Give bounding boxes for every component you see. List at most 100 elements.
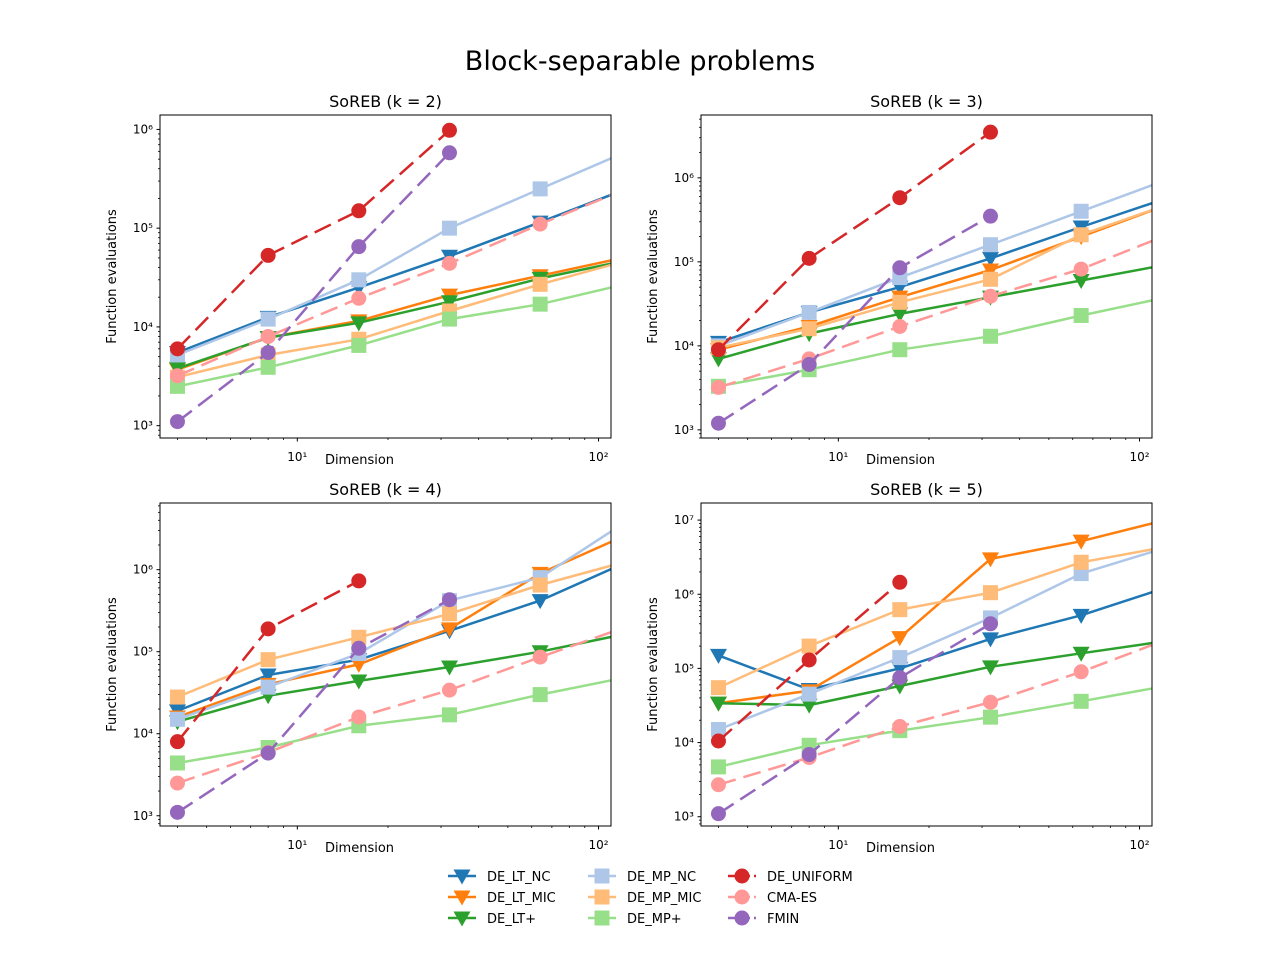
y-tick-label: 10³ xyxy=(674,423,694,437)
data-point-de-mp xyxy=(1164,289,1179,304)
legend-marker xyxy=(734,868,750,884)
chart-panel-4: SoREB (k = 5) Dimension Function evaluatio… xyxy=(646,480,1179,856)
y-tick-label: 10⁴ xyxy=(674,736,694,750)
series-line-de-uniform xyxy=(176,129,451,350)
plot-area xyxy=(709,124,1180,431)
y-tick-label: 10⁵ xyxy=(674,661,694,675)
data-point-de-mp-mic xyxy=(623,553,638,568)
legend-marker xyxy=(594,889,610,905)
data-point-cma-es xyxy=(351,709,367,725)
data-point-de-lt-mic xyxy=(891,631,909,647)
legend-label: FMIN xyxy=(767,912,799,927)
data-point-fmin xyxy=(801,747,817,763)
data-point-de-lt xyxy=(891,307,909,323)
data-point-de-lt xyxy=(350,316,368,332)
data-point-de-mp-nc xyxy=(1164,170,1179,185)
data-point-cma-es xyxy=(1164,630,1179,645)
data-point-de-lt xyxy=(1163,257,1180,272)
data-point-de-lt-nc xyxy=(981,632,999,648)
y-axis-label: Function evaluations xyxy=(105,597,120,732)
legend-entry-de-uniform: DE_UNIFORM xyxy=(728,868,853,885)
series-line-de-lt xyxy=(177,262,611,370)
series-line-cma-es xyxy=(177,193,611,377)
data-point-fmin xyxy=(982,208,998,224)
series-line-de-mp-mic xyxy=(718,208,1152,349)
data-point-de-mp-mic xyxy=(710,680,726,696)
data-point-de-mp-nc xyxy=(801,304,817,320)
legend-entry-cma-es: CMA-ES xyxy=(728,889,817,906)
data-point-de-mp-mic xyxy=(169,689,185,705)
data-point-de-mp xyxy=(441,707,457,723)
data-point-de-lt-mic xyxy=(350,657,368,673)
x-axis-label: Dimension xyxy=(325,453,394,468)
data-point-de-lt xyxy=(440,295,458,311)
data-point-de-mp-mic xyxy=(1164,196,1179,211)
y-axis-label: Function evaluations xyxy=(646,209,661,344)
data-point-cma-es xyxy=(1073,261,1089,277)
axes-frame xyxy=(700,502,1153,827)
data-point-de-mp-mic xyxy=(623,252,638,267)
axes-frame xyxy=(159,114,612,439)
data-point-de-mp-nc xyxy=(351,272,367,288)
data-point-fmin xyxy=(169,414,185,430)
data-point-cma-es xyxy=(623,180,638,195)
data-point-cma-es xyxy=(532,216,548,232)
data-point-de-mp-nc xyxy=(801,686,817,702)
data-point-de-mp-mic xyxy=(1073,227,1089,243)
data-point-de-mp-nc xyxy=(710,722,726,738)
data-point-fmin xyxy=(892,670,908,686)
axes-frame xyxy=(700,114,1153,439)
series-fmin xyxy=(710,208,998,431)
data-point-de-uniform xyxy=(260,247,276,263)
chart-panel-2: SoREB (k = 3) Dimension Function evaluatio… xyxy=(646,92,1180,468)
data-point-de-uniform xyxy=(801,652,817,668)
series-line-fmin xyxy=(717,215,992,425)
data-point-de-lt xyxy=(622,626,639,641)
series-fmin xyxy=(169,592,457,820)
data-point-de-mp-mic xyxy=(801,638,817,654)
data-point-de-mp-mic xyxy=(532,577,548,593)
data-point-fmin xyxy=(351,640,367,656)
data-point-fmin xyxy=(260,745,276,761)
data-point-fmin xyxy=(710,806,726,822)
data-point-de-uniform xyxy=(441,122,457,138)
data-point-de-lt-mic xyxy=(1072,534,1090,550)
data-point-cma-es xyxy=(441,682,457,698)
series-de-uniform xyxy=(169,122,457,357)
data-point-de-lt-mic xyxy=(981,552,999,568)
data-point-de-uniform xyxy=(169,341,185,357)
series-line-cma-es xyxy=(177,630,611,785)
data-point-cma-es xyxy=(710,777,726,793)
legend: DE_LT_NC DE_LT_MIC DE_LT+ DE_MP_NC DE_MP_MIC… xyxy=(448,868,853,927)
series-line-de-mp xyxy=(177,679,611,765)
x-tick-label: 10² xyxy=(1129,450,1149,464)
series-de-mp xyxy=(169,275,638,394)
legend-label: CMA-ES xyxy=(767,891,817,906)
series-line-de-lt xyxy=(718,641,1152,707)
data-point-de-lt xyxy=(709,696,727,712)
data-point-de-mp xyxy=(1164,677,1179,692)
series-line-de-lt-nc xyxy=(177,193,611,354)
data-point-cma-es xyxy=(169,368,185,384)
x-axis-label: Dimension xyxy=(866,841,935,856)
y-tick-label: 10⁵ xyxy=(133,645,153,659)
data-point-de-mp xyxy=(710,759,726,775)
data-point-de-mp xyxy=(532,296,548,312)
data-point-de-lt-nc xyxy=(891,661,909,677)
x-tick-label: 10¹ xyxy=(287,450,307,464)
series-line-de-mp xyxy=(718,687,1152,769)
data-point-de-lt xyxy=(1072,646,1090,662)
data-point-de-uniform xyxy=(351,203,367,219)
data-point-de-lt xyxy=(1072,273,1090,289)
x-axis-label: Dimension xyxy=(325,841,394,856)
data-point-de-mp xyxy=(623,275,638,290)
data-point-de-uniform xyxy=(169,734,185,750)
data-point-cma-es xyxy=(1164,226,1179,241)
y-tick-label: 10⁶ xyxy=(674,587,694,601)
legend-label: DE_LT_NC xyxy=(487,870,550,885)
data-point-fmin xyxy=(260,345,276,361)
data-point-cma-es xyxy=(351,290,367,306)
x-tick-label: 10² xyxy=(588,838,608,852)
data-point-de-mp-mic xyxy=(801,321,817,337)
